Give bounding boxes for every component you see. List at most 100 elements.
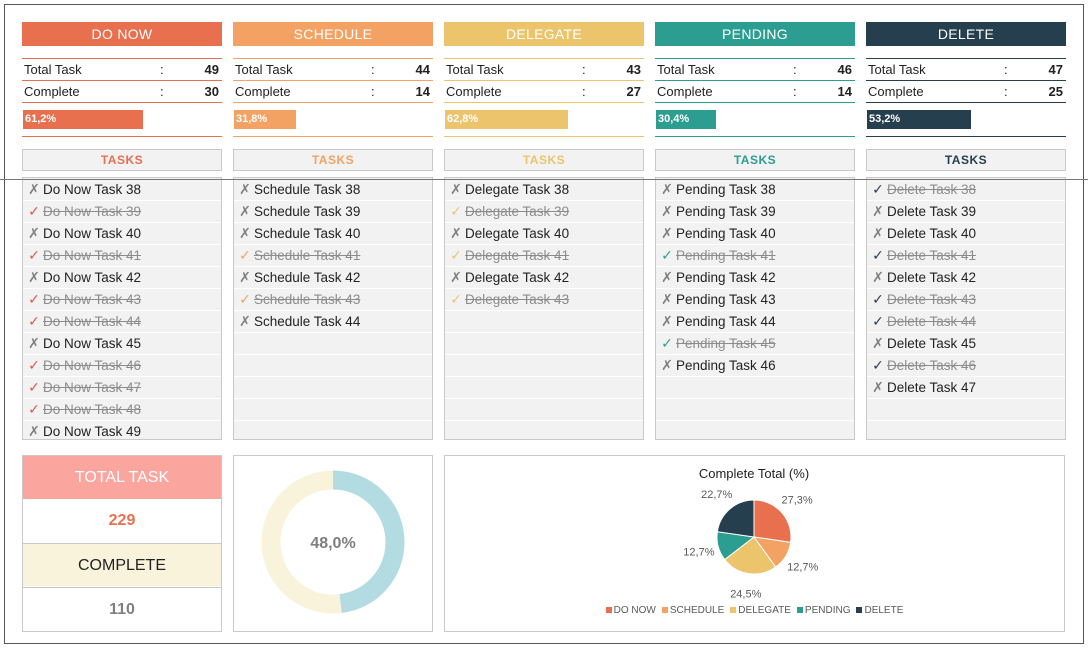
- x-mark-icon: ✗: [239, 203, 251, 219]
- task-item[interactable]: ✗ Do Now Task 42: [23, 267, 221, 289]
- x-mark-icon: ✗: [28, 423, 40, 439]
- task-name: Pending Task 42: [676, 270, 776, 285]
- task-item[interactable]: ✓ Pending Task 41: [656, 245, 854, 267]
- total-task-label: Total Task: [657, 62, 715, 77]
- legend-label: DELETE: [864, 605, 904, 616]
- task-item[interactable]: ✓ Delete Task 44: [867, 311, 1065, 333]
- task-list: ✓ Delete Task 38 ✗ Delete Task 39 ✗ Delete Ta…: [866, 177, 1066, 443]
- task-name: Pending Task 46: [676, 358, 776, 373]
- task-item[interactable]: ✓ Do Now Task 41: [23, 245, 221, 267]
- task-item[interactable]: ✗ Delete Task 42: [867, 267, 1065, 289]
- task-item[interactable]: ✗ Delete Task 40: [867, 223, 1065, 245]
- complete-value: 25: [1048, 84, 1063, 99]
- task-item[interactable]: ✓ Delegate Task 41: [445, 245, 643, 267]
- pie-slice-delete: [716, 499, 755, 538]
- task-item[interactable]: ✗ Schedule Task 38: [234, 179, 432, 201]
- task-name: Do Now Task 46: [43, 358, 142, 373]
- total-task-label: Total Task: [868, 62, 926, 77]
- task-item[interactable]: ✗ Schedule Task 42: [234, 267, 432, 289]
- task-name: Schedule Task 39: [254, 204, 361, 219]
- total-summary-card: TOTAL TASK 229 COMPLETE 110: [22, 455, 222, 632]
- task-name: Schedule Task 44: [254, 314, 361, 329]
- category-stats: Total Task: 43 Complete: 27 62,8%: [444, 58, 644, 137]
- task-name: Do Now Task 38: [43, 182, 142, 197]
- task-item[interactable]: ✗ Pending Task 38: [656, 179, 854, 201]
- category-stats: Total Task: 49 Complete: 30 61,2%: [22, 58, 222, 137]
- separator-colon: :: [371, 62, 375, 77]
- task-item[interactable]: ✗ Schedule Task 40: [234, 223, 432, 245]
- task-item[interactable]: ✓ Do Now Task 47: [23, 377, 221, 399]
- task-item[interactable]: ✓ Do Now Task 48: [23, 399, 221, 421]
- empty-task-row: [445, 399, 643, 421]
- task-item[interactable]: ✓ Delete Task 38: [867, 179, 1065, 201]
- complete-row: Complete: 14: [655, 81, 855, 103]
- task-item[interactable]: ✓ Delete Task 43: [867, 289, 1065, 311]
- pie-slices: [716, 499, 792, 575]
- x-mark-icon: ✗: [661, 269, 673, 285]
- x-mark-icon: ✗: [661, 313, 673, 329]
- complete-total-pie-chart: Complete Total (%) 27,3%12,7%24,5%12,7%2…: [683, 466, 818, 600]
- empty-task-row: [445, 421, 643, 443]
- x-mark-icon: ✗: [28, 269, 40, 285]
- task-item[interactable]: ✓ Delegate Task 39: [445, 201, 643, 223]
- task-item[interactable]: ✗ Delete Task 39: [867, 201, 1065, 223]
- task-item[interactable]: ✗ Delete Task 45: [867, 333, 1065, 355]
- total-task-row: Total Task: 47: [866, 59, 1066, 81]
- task-item[interactable]: ✓ Delete Task 46: [867, 355, 1065, 377]
- pie-data-label: 27,3%: [781, 495, 812, 507]
- task-item[interactable]: ✗ Pending Task 42: [656, 267, 854, 289]
- column-delete: DELETE Total Task: 47 Complete: 25 53,2% TASKS…: [866, 22, 1066, 443]
- task-item[interactable]: ✓ Schedule Task 43: [234, 289, 432, 311]
- task-item[interactable]: ✓ Delete Task 41: [867, 245, 1065, 267]
- check-mark-icon: ✓: [450, 247, 462, 263]
- task-item[interactable]: ✗ Do Now Task 49: [23, 421, 221, 443]
- task-item[interactable]: ✗ Do Now Task 38: [23, 179, 221, 201]
- complete-value: 14: [415, 84, 430, 99]
- progress-row: 31,8%: [233, 103, 433, 137]
- x-mark-icon: ✗: [661, 203, 673, 219]
- check-mark-icon: ✓: [239, 291, 251, 307]
- task-item[interactable]: ✓ Delegate Task 43: [445, 289, 643, 311]
- category-header: SCHEDULE: [233, 22, 433, 46]
- check-mark-icon: ✓: [450, 291, 462, 307]
- separator-colon: :: [1004, 84, 1008, 99]
- category-header: DO NOW: [22, 22, 222, 46]
- completion-donut-chart: 48,0%: [261, 470, 405, 614]
- task-item[interactable]: ✗ Delegate Task 38: [445, 179, 643, 201]
- task-item[interactable]: ✗ Pending Task 44: [656, 311, 854, 333]
- task-item[interactable]: ✗ Do Now Task 45: [23, 333, 221, 355]
- row-divider-line: [0, 179, 1088, 180]
- task-item[interactable]: ✗ Do Now Task 40: [23, 223, 221, 245]
- check-mark-icon: ✓: [28, 247, 40, 263]
- legend-swatch: [661, 607, 668, 613]
- task-item[interactable]: ✗ Delete Task 47: [867, 377, 1065, 399]
- task-item[interactable]: ✓ Do Now Task 43: [23, 289, 221, 311]
- task-item[interactable]: ✗ Pending Task 43: [656, 289, 854, 311]
- task-item[interactable]: ✗ Delegate Task 40: [445, 223, 643, 245]
- task-item[interactable]: ✗ Schedule Task 39: [234, 201, 432, 223]
- task-name: Pending Task 41: [676, 248, 776, 263]
- tasks-header: TASKS: [444, 149, 644, 171]
- check-mark-icon: ✓: [28, 357, 40, 373]
- task-item[interactable]: ✓ Schedule Task 41: [234, 245, 432, 267]
- complete-value: 27: [626, 84, 641, 99]
- total-task-value: 229: [108, 512, 136, 529]
- progress-row: 62,8%: [444, 103, 644, 137]
- task-item[interactable]: ✗ Pending Task 39: [656, 201, 854, 223]
- task-name: Schedule Task 40: [254, 226, 361, 241]
- task-item[interactable]: ✓ Do Now Task 46: [23, 355, 221, 377]
- x-mark-icon: ✗: [872, 225, 884, 241]
- task-item[interactable]: ✗ Pending Task 46: [656, 355, 854, 377]
- complete-label: Complete: [235, 84, 291, 99]
- task-item[interactable]: ✗ Pending Task 40: [656, 223, 854, 245]
- task-item[interactable]: ✓ Pending Task 45: [656, 333, 854, 355]
- task-item[interactable]: ✗ Schedule Task 44: [234, 311, 432, 333]
- task-name: Schedule Task 38: [254, 182, 361, 197]
- task-item[interactable]: ✓ Do Now Task 44: [23, 311, 221, 333]
- empty-task-row: [234, 377, 432, 399]
- x-mark-icon: ✗: [661, 357, 673, 373]
- task-item[interactable]: ✗ Delegate Task 42: [445, 267, 643, 289]
- task-item[interactable]: ✓ Do Now Task 39: [23, 201, 221, 223]
- legend-label: DELEGATE: [738, 605, 791, 616]
- legend-item: PENDING: [796, 605, 850, 616]
